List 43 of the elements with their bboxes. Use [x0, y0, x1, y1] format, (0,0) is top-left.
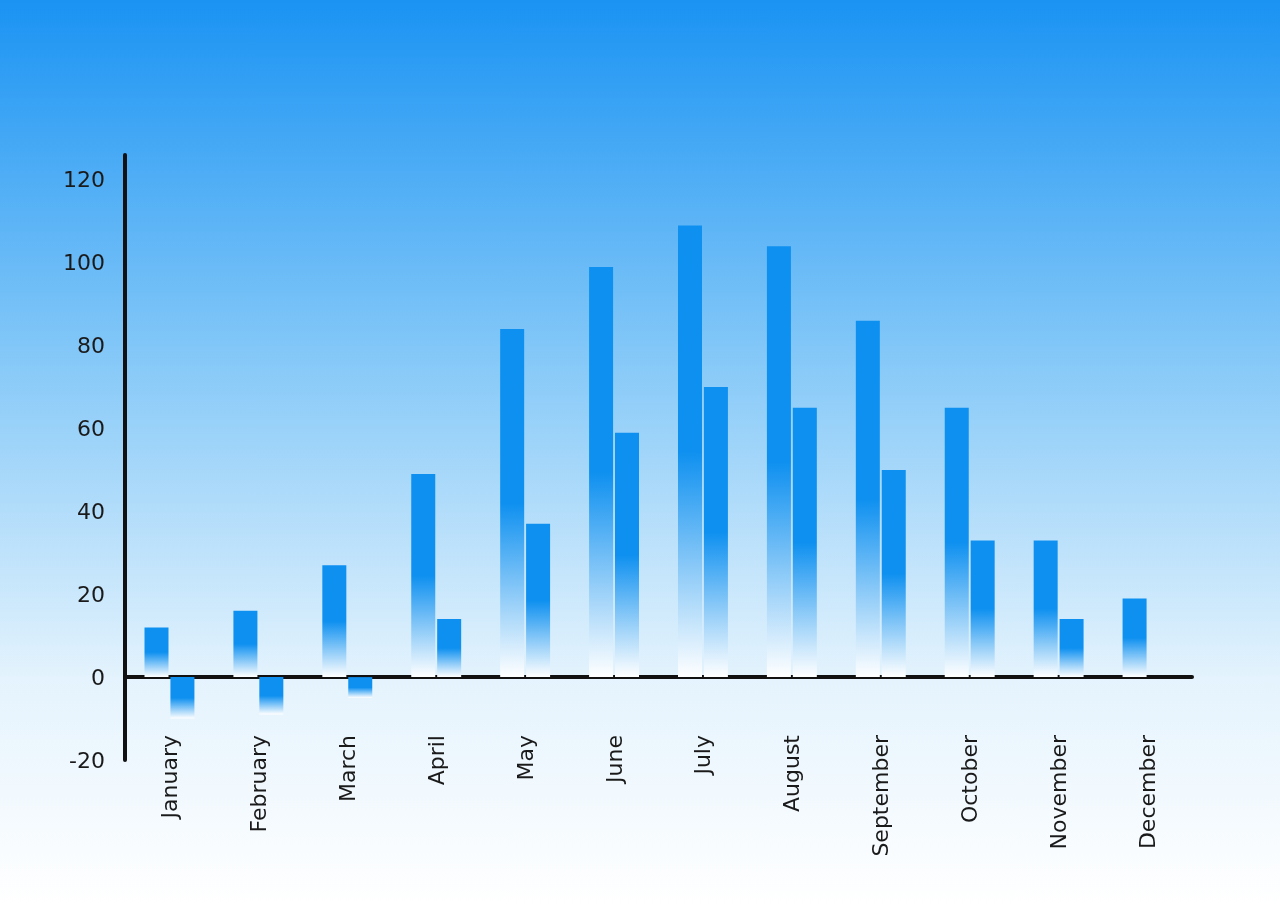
x-tick-label: September — [868, 734, 894, 857]
bar — [322, 565, 347, 678]
bar — [1059, 619, 1084, 678]
bar — [855, 320, 880, 678]
bar — [233, 610, 258, 678]
bar — [766, 246, 791, 678]
bar — [1122, 598, 1147, 678]
x-tick-label: April — [423, 735, 449, 786]
x-tick-label: May — [512, 735, 538, 781]
bar — [944, 407, 969, 678]
bar — [144, 627, 169, 678]
x-tick-label: February — [245, 735, 271, 833]
y-tick-label: -20 — [69, 747, 105, 773]
bar — [881, 469, 906, 678]
x-tick-label: August — [779, 734, 805, 812]
x-tick-label: December — [1135, 734, 1161, 850]
y-tick-label: 60 — [77, 415, 105, 441]
bar — [1033, 540, 1058, 678]
bar — [437, 619, 462, 678]
x-tick-label: November — [1046, 734, 1072, 850]
x-tick-label: October — [957, 734, 983, 824]
bar — [792, 407, 817, 678]
y-tick-label: 20 — [77, 581, 105, 607]
x-tick-label: July — [690, 735, 716, 777]
bar — [500, 329, 525, 678]
x-tick-label: January — [156, 735, 182, 821]
bar — [170, 677, 195, 719]
bar — [526, 523, 551, 678]
bar — [615, 432, 639, 678]
bar — [970, 540, 995, 678]
y-tick-label: 80 — [77, 333, 105, 359]
x-tick-label: March — [334, 735, 360, 803]
y-tick-label: 100 — [63, 250, 105, 276]
bar — [411, 474, 436, 678]
y-tick-label: 40 — [77, 498, 105, 524]
bar — [259, 677, 284, 715]
bar — [589, 266, 614, 678]
bar — [348, 677, 373, 698]
x-tick-label: June — [601, 735, 627, 785]
y-tick-label: 0 — [91, 664, 105, 690]
y-tick-label: 120 — [63, 167, 105, 193]
bar — [703, 387, 728, 678]
bar — [678, 225, 702, 678]
